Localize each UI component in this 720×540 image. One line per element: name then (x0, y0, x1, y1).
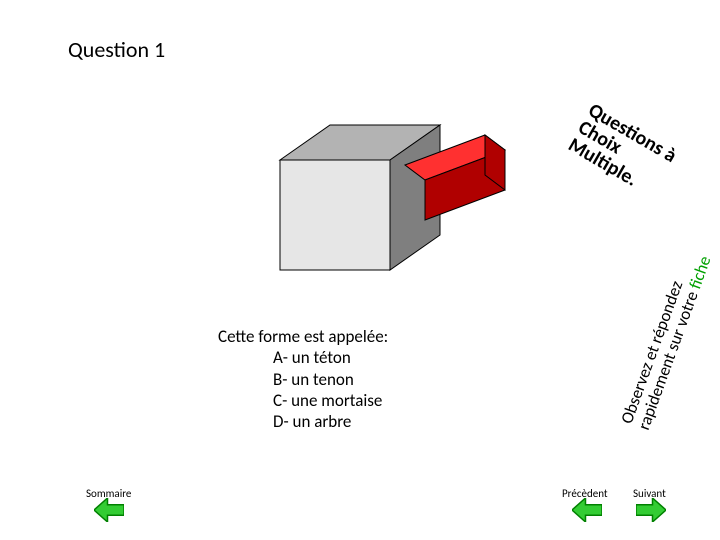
page-title: Question 1 (68, 36, 165, 63)
qcm-label: Questions àChoixMultiple. (565, 100, 680, 201)
nav-sommaire-button[interactable] (94, 498, 124, 527)
nav-precedent-button[interactable] (572, 498, 602, 527)
question-prompt: Cette forme est appelée: (218, 326, 388, 347)
tenon-diagram (250, 110, 510, 280)
question-option: C- une mortaise (218, 390, 388, 411)
side-instruction: Observez et répondezrapidement sur votre… (618, 248, 715, 433)
question-option: D- un arbre (218, 411, 388, 432)
question-option: A- un téton (218, 347, 388, 368)
question-option: B- un tenon (218, 369, 388, 390)
question-block: Cette forme est appelée: A- un tétonB- u… (218, 326, 388, 432)
nav-suivant-button[interactable] (636, 498, 666, 527)
